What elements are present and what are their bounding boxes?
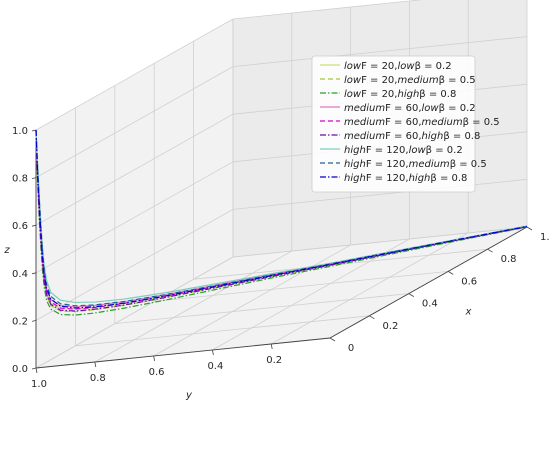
z-tick-mark	[31, 177, 37, 179]
legend-entry-label: lowF = 20,highβ = 0.8	[344, 89, 456, 100]
axes-panes	[36, 0, 527, 368]
legend: lowF = 20,lowβ = 0.2 lowF = 20,mediumβ = …	[311, 55, 500, 193]
y-tick-label: 1.0	[31, 379, 47, 390]
y-tick-label: 0.4	[207, 361, 223, 372]
back-grid-line	[35, 113, 234, 226]
legend-entry-label: highF = 120,lowβ = 0.2	[344, 145, 463, 156]
axis-labels: y x z	[3, 245, 471, 401]
z-tick-label: 0.0	[12, 364, 28, 375]
z-axis-label: z	[3, 245, 10, 256]
back-grid-line	[35, 66, 234, 178]
x-tick-mark	[447, 271, 454, 275]
z-tick-mark	[31, 224, 37, 227]
x-tick-label: 0.4	[422, 299, 438, 310]
x-tick-mark	[526, 226, 533, 231]
z-tick-mark	[31, 272, 37, 275]
legend-entry-label: mediumF = 60,highβ = 0.8	[344, 131, 480, 142]
legend-entry-label: highF = 120,highβ = 0.8	[344, 173, 467, 184]
z-tick-mark	[31, 320, 37, 322]
x-tick-label: 0.2	[382, 321, 398, 332]
legend-entry-label: lowF = 20,lowβ = 0.2	[344, 61, 452, 72]
y-tick-label: 0.6	[149, 367, 165, 378]
z-tick-label: 0.8	[12, 174, 28, 185]
floor-grid-line	[154, 271, 449, 302]
legend-entry-label: lowF = 20,mediumβ = 0.5	[344, 75, 476, 86]
legend-entry-label: highF = 120,mediumβ = 0.5	[344, 159, 487, 170]
z-tick-label: 1.0	[12, 126, 28, 137]
x-axis-line	[329, 226, 528, 339]
x-tick-label: 0.6	[461, 276, 477, 287]
z-tick-mark	[31, 129, 37, 132]
floor-grid-line	[212, 238, 410, 351]
y-tick-mark	[35, 367, 38, 374]
x-tick-label: 0	[348, 343, 354, 354]
axis-lines	[35, 130, 528, 369]
series-line-9	[35, 129, 528, 309]
side-grid-line	[232, 36, 528, 67]
back-grid-line	[35, 161, 234, 274]
x-tick-label: 0.8	[501, 254, 517, 265]
floor-grid-line	[94, 250, 292, 363]
floor-pane	[36, 227, 527, 368]
x-tick-mark	[369, 315, 375, 320]
y-tick-mark	[94, 361, 97, 368]
floor-grid-line	[232, 226, 528, 258]
series-lines	[35, 129, 528, 316]
y-axis-line	[35, 337, 331, 369]
y-tick-mark	[270, 343, 273, 350]
series-line-8	[35, 129, 528, 307]
z-tick-label: 0.2	[12, 316, 28, 327]
z-tick-label: 0.6	[12, 221, 28, 232]
legend-entry-label: mediumF = 60,mediumβ = 0.5	[344, 117, 500, 128]
left-back-pane	[36, 19, 233, 368]
y-tick-label: 0.8	[90, 373, 106, 384]
x-tick-mark	[487, 248, 493, 253]
x-tick-mark	[329, 337, 336, 342]
floor-grid-line	[75, 315, 370, 347]
y-tick-label: 0.2	[266, 355, 282, 366]
back-grid-line	[35, 18, 234, 131]
side-grid-line	[232, 0, 424, 20]
y-tick-mark	[212, 349, 214, 356]
y-axis-label: y	[185, 390, 193, 401]
floor-grid-line	[153, 244, 351, 357]
z-tick-mark	[31, 367, 37, 370]
floor-grid-line	[35, 256, 234, 369]
floor-grid-line	[114, 293, 409, 324]
x-tick-label: 1.0	[540, 232, 550, 243]
tick-labels: 1.00.80.60.40.200.20.40.60.81.00.00.20.4…	[12, 126, 550, 390]
legend-entry-label: mediumF = 60,lowβ = 0.2	[344, 103, 476, 114]
y-tick-mark	[153, 355, 155, 362]
legend-box	[311, 55, 476, 193]
z-tick-label: 0.4	[12, 269, 28, 280]
x-axis-label: x	[465, 307, 472, 318]
side-grid-line	[232, 179, 528, 210]
x-tick-mark	[408, 293, 415, 297]
floor-grid-line	[271, 232, 469, 345]
